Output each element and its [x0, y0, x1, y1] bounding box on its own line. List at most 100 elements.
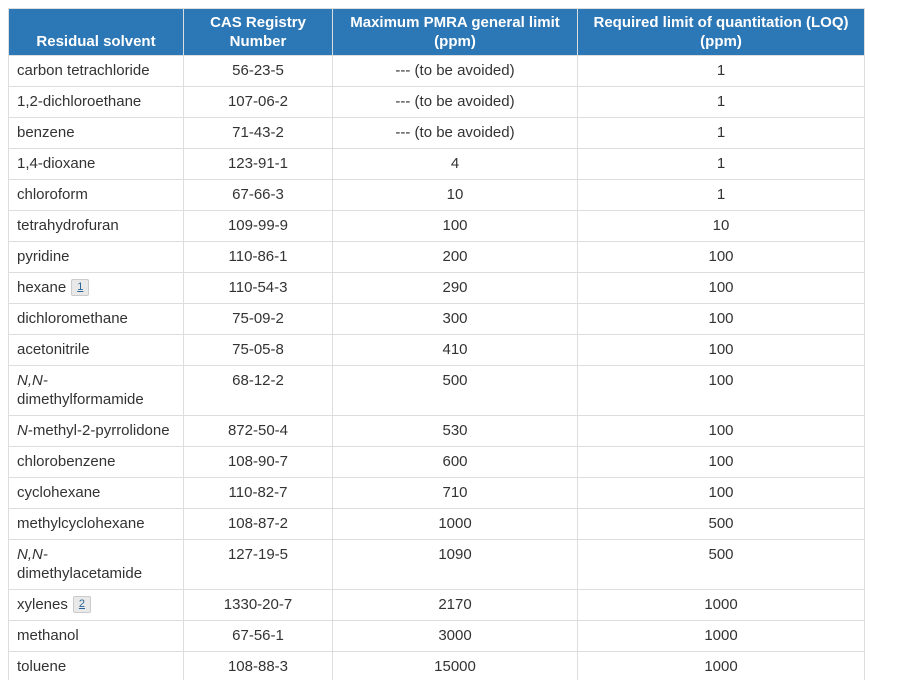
pmra-limit-cell: 4 [332, 148, 578, 180]
pmra-limit-cell: 2170 [332, 589, 578, 621]
loq-cell: 10 [577, 210, 865, 242]
solvent-name: xylenes [17, 596, 68, 613]
table-row: methylcyclohexane 108-87-2 1000 500 [8, 508, 865, 540]
column-header-cas: CAS Registry Number [183, 8, 333, 56]
solvent-name-italic: N,N- [17, 372, 48, 389]
solvent-cell: chloroform [8, 179, 184, 211]
cas-number-cell: 67-56-1 [183, 620, 333, 652]
table-row: hexane 1 110-54-3 290 100 [8, 272, 865, 304]
solvent-cell: N,N-dimethylformamide [8, 365, 184, 416]
loq-cell: 1 [577, 86, 865, 118]
pmra-limit-cell: 1090 [332, 539, 578, 590]
solvent-name: hexane [17, 279, 67, 296]
cas-number-cell: 872-50-4 [183, 415, 333, 447]
pmra-limit-cell: --- (to be avoided) [332, 117, 578, 149]
table-row: tetrahydrofuran 109-99-9 100 10 [8, 210, 865, 242]
column-header-solvent: Residual solvent [8, 8, 184, 56]
loq-cell: 100 [577, 477, 865, 509]
table-row: N,N-dimethylacetamide 127-19-5 1090 500 [8, 539, 865, 590]
solvent-name: cyclohexane [17, 484, 101, 501]
table-body: carbon tetrachloride 56-23-5 --- (to be … [8, 55, 865, 680]
solvent-cell: tetrahydrofuran [8, 210, 184, 242]
pmra-limit-cell: 410 [332, 334, 578, 366]
loq-cell: 100 [577, 272, 865, 304]
loq-cell: 1 [577, 117, 865, 149]
solvent-name: methanol [17, 627, 79, 644]
cas-number-cell: 75-05-8 [183, 334, 333, 366]
cas-number-cell: 127-19-5 [183, 539, 333, 590]
solvent-name-italic: N [17, 422, 28, 439]
residual-solvents-table: Residual solvent CAS Registry Number Maxim… [8, 8, 865, 680]
solvent-name: dichloromethane [17, 310, 128, 327]
loq-cell: 100 [577, 303, 865, 335]
column-header-loq: Required limit of quantitation (LOQ) (pp… [577, 8, 865, 56]
loq-cell: 500 [577, 539, 865, 590]
loq-cell: 100 [577, 415, 865, 447]
solvent-name: pyridine [17, 248, 70, 265]
loq-cell: 1 [577, 55, 865, 87]
cas-number-cell: 110-82-7 [183, 477, 333, 509]
table-row: cyclohexane 110-82-7 710 100 [8, 477, 865, 509]
cas-number-cell: 71-43-2 [183, 117, 333, 149]
table-row: N-methyl-2-pyrrolidone 872-50-4 530 100 [8, 415, 865, 447]
cas-number-cell: 108-88-3 [183, 651, 333, 680]
solvent-name: carbon tetrachloride [17, 62, 150, 79]
pmra-limit-cell: 500 [332, 365, 578, 416]
solvent-cell: dichloromethane [8, 303, 184, 335]
loq-cell: 1 [577, 179, 865, 211]
cas-number-cell: 56-23-5 [183, 55, 333, 87]
solvent-cell: acetonitrile [8, 334, 184, 366]
pmra-limit-cell: 10 [332, 179, 578, 211]
table-row: chloroform 67-66-3 10 1 [8, 179, 865, 211]
loq-cell: 100 [577, 334, 865, 366]
solvent-cell: N,N-dimethylacetamide [8, 539, 184, 590]
cas-number-cell: 110-86-1 [183, 241, 333, 273]
pmra-limit-cell: 290 [332, 272, 578, 304]
pmra-limit-cell: 710 [332, 477, 578, 509]
cas-number-cell: 108-87-2 [183, 508, 333, 540]
table-row: carbon tetrachloride 56-23-5 --- (to be … [8, 55, 865, 87]
solvent-cell: methylcyclohexane [8, 508, 184, 540]
solvent-cell: benzene [8, 117, 184, 149]
cas-number-cell: 68-12-2 [183, 365, 333, 416]
pmra-limit-cell: --- (to be avoided) [332, 86, 578, 118]
table-row: 1,4-dioxane 123-91-1 4 1 [8, 148, 865, 180]
pmra-limit-cell: 15000 [332, 651, 578, 680]
table-row: methanol 67-56-1 3000 1000 [8, 620, 865, 652]
cas-number-cell: 67-66-3 [183, 179, 333, 211]
solvent-cell: pyridine [8, 241, 184, 273]
pmra-limit-cell: 200 [332, 241, 578, 273]
loq-cell: 100 [577, 365, 865, 416]
solvent-cell: 1,2-dichloroethane [8, 86, 184, 118]
solvent-name: chloroform [17, 186, 88, 203]
solvent-cell: 1,4-dioxane [8, 148, 184, 180]
pmra-limit-cell: --- (to be avoided) [332, 55, 578, 87]
footnote-2-link[interactable]: 2 [72, 596, 91, 613]
header-row: Residual solvent CAS Registry Number Maxim… [8, 8, 865, 56]
solvent-name: benzene [17, 124, 75, 141]
table-row: pyridine 110-86-1 200 100 [8, 241, 865, 273]
cas-number-cell: 1330-20-7 [183, 589, 333, 621]
solvent-cell: chlorobenzene [8, 446, 184, 478]
solvent-cell: methanol [8, 620, 184, 652]
pmra-limit-cell: 100 [332, 210, 578, 242]
table-row: toluene 108-88-3 15000 1000 [8, 651, 865, 680]
solvent-cell: hexane 1 [8, 272, 184, 304]
loq-cell: 500 [577, 508, 865, 540]
footnote-1-link[interactable]: 1 [71, 279, 90, 296]
table-row: dichloromethane 75-09-2 300 100 [8, 303, 865, 335]
cas-number-cell: 107-06-2 [183, 86, 333, 118]
pmra-limit-cell: 1000 [332, 508, 578, 540]
pmra-limit-cell: 3000 [332, 620, 578, 652]
loq-cell: 1000 [577, 589, 865, 621]
cas-number-cell: 75-09-2 [183, 303, 333, 335]
loq-cell: 100 [577, 446, 865, 478]
loq-cell: 1000 [577, 620, 865, 652]
cas-number-cell: 108-90-7 [183, 446, 333, 478]
solvent-cell: toluene [8, 651, 184, 680]
solvent-name: methylcyclohexane [17, 515, 145, 532]
pmra-limit-cell: 600 [332, 446, 578, 478]
table-row: benzene 71-43-2 --- (to be avoided) 1 [8, 117, 865, 149]
solvent-cell: carbon tetrachloride [8, 55, 184, 87]
